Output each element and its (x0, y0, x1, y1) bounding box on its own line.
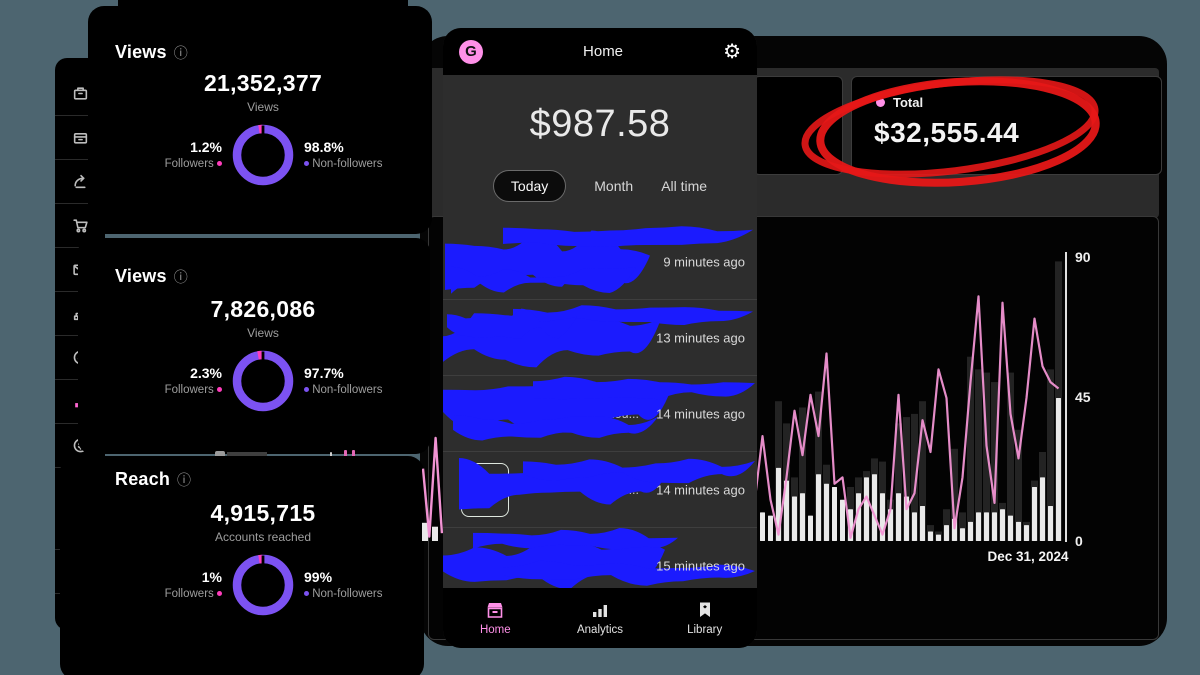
sale-time: 14 minutes ago (656, 406, 745, 421)
nonfollowers-dot (304, 161, 309, 167)
chart-left-edge (422, 436, 444, 541)
nav-home[interactable]: Home (443, 588, 548, 648)
nonfollowers-pct: 98.8% (304, 138, 344, 155)
library-icon (699, 602, 710, 617)
redaction-scribble (459, 458, 755, 510)
balance-amount: $987.58 (529, 103, 671, 145)
panel-title: Reach ⓘ (115, 469, 191, 490)
followers-dot (217, 161, 222, 167)
cart-icon (72, 219, 88, 233)
total-legend-dot (876, 98, 885, 107)
inbox-icon (73, 132, 87, 144)
sale-row[interactable]: o@gm...13 minutes ago (443, 300, 757, 376)
reach-metric-label: Accounts reached (214, 530, 312, 544)
sale-row[interactable]: ...ou...14 minutes ago (443, 452, 757, 528)
gumroad-logo-icon[interactable]: G (459, 39, 483, 64)
phone-header: G Home ⚙ (443, 28, 757, 75)
redaction-scribble (443, 305, 753, 368)
tab-today[interactable]: Today (492, 170, 567, 202)
followers-pct: 1% (201, 568, 222, 585)
sale-time: 9 minutes ago (663, 254, 745, 269)
info-icon[interactable]: ⓘ (177, 472, 192, 488)
nav-label: Library (687, 624, 723, 636)
nonfollowers-label: Non-followers (312, 383, 383, 396)
sidebar-item-inbox[interactable] (55, 116, 105, 160)
redaction-scribble (443, 528, 755, 590)
sale-row[interactable]: ...olou...14 minutes ago (443, 376, 757, 452)
followers-pct: 1.2% (190, 138, 222, 155)
insights-panel-views-2: Views ⓘ 7,826,086 Views 2.3% Followers 97.… (78, 238, 430, 454)
info-icon[interactable]: ⓘ (173, 45, 188, 61)
gear-icon[interactable]: ⚙ (723, 40, 741, 63)
nonfollowers-dot (304, 591, 309, 597)
views-metric-label: Views (247, 100, 279, 114)
analytics-icon (593, 605, 607, 617)
followers-pct: 2.3% (190, 364, 222, 381)
views-metric-label: Views (247, 326, 279, 340)
sidebar-item-share[interactable] (55, 160, 105, 204)
nonfollowers-label: Non-followers (312, 157, 383, 170)
nonfollowers-dot (304, 387, 309, 393)
partial-card (753, 76, 843, 175)
phone-screenshot: G Home ⚙ $987.58 Today Month All time g@… (443, 28, 757, 648)
sidebar-item-archive-box[interactable] (55, 72, 105, 116)
time-filter-tabs: Today Month All time (443, 170, 757, 202)
insights-panel-reach: Reach ⓘ 4,915,715 Accounts reached 1% Foll… (60, 456, 424, 675)
donut-chart (232, 124, 294, 186)
panel-title-text: Views (115, 266, 167, 286)
followers-dot (217, 591, 222, 597)
donut-chart (232, 350, 294, 412)
share-icon (73, 174, 86, 189)
nonfollowers-pct: 99% (304, 568, 333, 585)
views-metric: 7,826,086 (210, 296, 316, 322)
panel-title: Views ⓘ (115, 42, 188, 63)
nonfollowers-label: Non-followers (312, 587, 383, 600)
panel-title-text: Reach (115, 469, 171, 489)
nav-label: Home (479, 624, 511, 636)
views-metric: 21,352,377 (203, 70, 323, 96)
total-label: Total (893, 95, 924, 110)
nav-library[interactable]: Library (652, 588, 757, 648)
donut-chart (232, 554, 294, 616)
insights-panel-views-1: Views ⓘ 21,352,377 Views 1.2% Followers 98… (88, 6, 432, 234)
redaction-scribble (443, 376, 755, 441)
reach-metric: 4,915,715 (210, 500, 316, 526)
storefront-icon (487, 603, 503, 618)
phone-page-title: Home (583, 43, 624, 60)
sale-time: 13 minutes ago (656, 330, 745, 345)
followers-label: Followers (164, 587, 214, 600)
sale-row[interactable]: g@gmail.com9 minutes ago (443, 224, 757, 300)
total-value: $32,555.44 (874, 117, 1020, 148)
info-icon[interactable]: ⓘ (173, 269, 188, 285)
panel-title-text: Views (115, 42, 167, 62)
followers-label: Followers (164, 157, 214, 170)
panel-title: Views ⓘ (115, 266, 188, 287)
sales-list: g@gmail.com9 minutes ago o@gm...13 minut… (443, 224, 757, 603)
sale-row[interactable]: ...gma...15 minutes ago (443, 528, 757, 603)
nav-analytics[interactable]: Analytics (548, 588, 653, 648)
tab-month[interactable]: Month (594, 178, 634, 194)
nonfollowers-pct: 97.7% (304, 364, 344, 381)
tab-all-time[interactable]: All time (661, 178, 708, 194)
redaction-scribble (445, 226, 753, 294)
sale-time: 15 minutes ago (656, 558, 745, 573)
total-card: Total $32,555.44 (851, 76, 1162, 175)
followers-dot (217, 387, 222, 393)
nav-label: Analytics (576, 624, 624, 636)
phone-bottom-nav: Home Analytics Library (443, 588, 757, 648)
followers-label: Followers (164, 383, 214, 396)
sale-time: 14 minutes ago (656, 482, 745, 497)
archive-box-icon (73, 87, 87, 100)
